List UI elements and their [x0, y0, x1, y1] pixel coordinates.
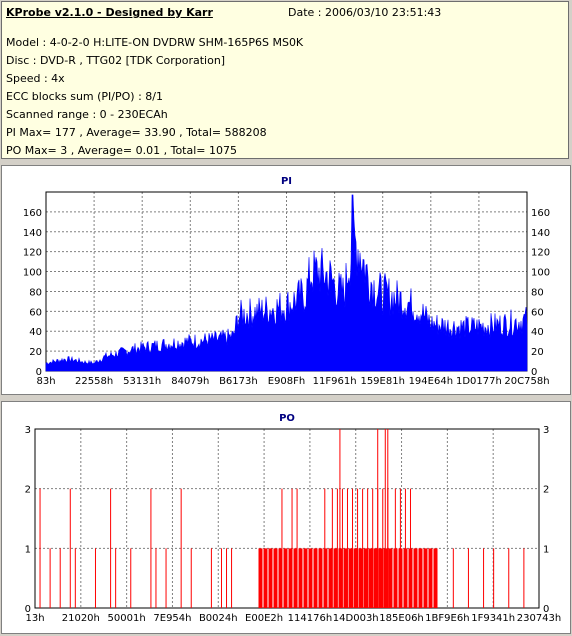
po-xtick-label: 1BF9E6h — [425, 613, 469, 624]
pi-ytick-left: 140 — [23, 228, 42, 239]
info-model: Model : 4-0-2-0 H:LITE-ON DVDRW SHM-165P… — [6, 36, 304, 49]
po-xtick-label: 14D003h — [333, 613, 379, 624]
po-xtick-label: 114176h — [288, 613, 333, 624]
po-chart-title: PO — [279, 413, 295, 424]
pi-xtick-label: 83h — [36, 376, 55, 387]
scan-date: Date : 2006/03/10 23:51:43 — [288, 6, 442, 19]
pi-xtick-label: E908Fh — [268, 376, 306, 387]
pi-ytick-right: 120 — [531, 248, 550, 259]
app-title: KProbe v2.1.0 - Designed by Karr — [6, 6, 213, 19]
info-speed: Speed : 4x — [6, 72, 65, 85]
po-ytick-left: 1 — [25, 544, 31, 555]
po-xtick-label: 185E06h — [379, 613, 423, 624]
pi-xtick-label: 20C758h — [504, 376, 549, 387]
po-ytick-right: 1 — [543, 544, 549, 555]
pi-xtick-label: 11F961h — [313, 376, 357, 387]
pi-xtick-label: 1D0177h — [456, 376, 502, 387]
pi-series-area — [45, 194, 528, 372]
po-chart-panel: PO 0 0 1 1 2 2 3 3 13h 21020h 50001h 7E954h B0024h E00… — [1, 401, 571, 634]
pi-ytick-right: 100 — [531, 268, 550, 279]
po-ytick-left: 0 — [25, 604, 31, 615]
po-xtick-label: 21020h — [62, 613, 100, 624]
po-xtick-label: E00E2h — [245, 613, 283, 624]
pi-ytick-right: 0 — [531, 367, 537, 378]
info-ecc: ECC blocks sum (PI/PO) : 8/1 — [6, 90, 163, 103]
pi-chart-panel: PI 0 0 20 20 40 40 60 60 80 80 100 100 120 120 140 140 16… — [1, 165, 571, 395]
info-po-stats: PO Max= 3 , Average= 0.01 , Total= 1075 — [6, 144, 237, 157]
pi-xtick-label: 84079h — [171, 376, 209, 387]
pi-ytick-left: 60 — [29, 307, 42, 318]
pi-ytick-right: 140 — [531, 228, 550, 239]
pi-xtick-label: B6173h — [219, 376, 258, 387]
pi-chart: PI 0 0 20 20 40 40 60 60 80 80 100 100 120 120 140 140 16… — [23, 176, 550, 387]
pi-xtick-label: 22558h — [75, 376, 113, 387]
pi-ytick-left: 160 — [23, 208, 42, 219]
pi-chart-title: PI — [281, 176, 292, 187]
po-xtick-label: 230743h — [517, 613, 562, 624]
pi-xtick-label: 194E64h — [409, 376, 453, 387]
pi-ytick-right: 60 — [531, 307, 544, 318]
po-xtick-label: 7E954h — [153, 613, 191, 624]
po-ytick-left: 2 — [25, 485, 31, 496]
pi-ytick-right: 20 — [531, 347, 544, 358]
pi-ytick-right: 80 — [531, 287, 544, 298]
po-ytick-right: 3 — [543, 425, 549, 436]
info-disc: Disc : DVD-R , TTG02 [TDK Corporation] — [6, 54, 226, 67]
po-xtick-label: 13h — [25, 613, 44, 624]
pi-ytick-left: 0 — [36, 367, 42, 378]
pi-ytick-left: 100 — [23, 268, 42, 279]
po-xtick-label: 1F9341h — [471, 613, 515, 624]
po-ytick-right: 2 — [543, 485, 549, 496]
po-ytick-right: 0 — [543, 604, 549, 615]
po-ytick-left: 3 — [25, 425, 31, 436]
po-xtick-label: 50001h — [108, 613, 146, 624]
po-chart: PO 0 0 1 1 2 2 3 3 13h 21020h 50001h 7E954h B0024h E00… — [25, 413, 562, 624]
info-panel: KProbe v2.1.0 - Designed by Karr Date : … — [1, 1, 569, 159]
pi-ytick-left: 120 — [23, 248, 42, 259]
po-xtick-label: B0024h — [199, 613, 238, 624]
info-range: Scanned range : 0 - 230ECAh — [6, 108, 168, 121]
pi-ytick-left: 80 — [29, 287, 42, 298]
pi-ytick-left: 40 — [29, 327, 42, 338]
pi-ytick-right: 40 — [531, 327, 544, 338]
pi-ytick-right: 160 — [531, 208, 550, 219]
info-pi-stats: PI Max= 177 , Average= 33.90 , Total= 58… — [6, 126, 267, 139]
pi-xtick-label: 159E81h — [360, 376, 404, 387]
pi-xtick-label: 53131h — [123, 376, 161, 387]
pi-ytick-left: 20 — [29, 347, 42, 358]
